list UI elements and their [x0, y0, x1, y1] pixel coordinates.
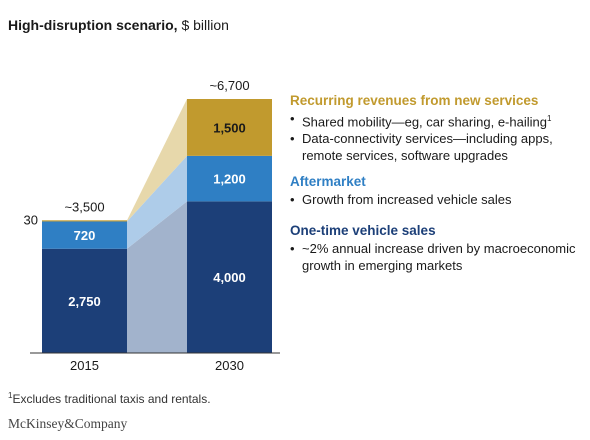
- bar-2015-series-2: [42, 220, 127, 222]
- legend-onetime-title: One-time vehicle sales: [290, 223, 436, 238]
- value-label-2015-series-0: 2,750: [68, 294, 101, 309]
- connector-2: [127, 99, 187, 222]
- chart-title-unit: $ billion: [181, 17, 229, 33]
- legend-aftermarket-item: Growth from increased vehicle sales: [290, 191, 580, 208]
- footnote-mark: 1: [546, 114, 552, 123]
- value-label-2015-series-1: 720: [74, 228, 96, 243]
- total-label-2015: ~3,500: [64, 199, 104, 214]
- bar-2030-series-1: [187, 155, 272, 202]
- stacked-bar-chart: 2,750 720 30 4,000 1,200 1,500 ~3,500 ~6,700 201…: [24, 78, 280, 373]
- legend-aftermarket: Aftermarket Growth from increased vehicl…: [290, 173, 580, 208]
- legend-recurring-revenues: Recurring revenues from new services Sha…: [290, 92, 580, 164]
- bar-2015-series-1: [42, 221, 127, 249]
- legend-recurring-title: Recurring revenues from new services: [290, 93, 539, 108]
- bar-2030-series-0: [187, 201, 272, 353]
- footnote: 1Excludes traditional taxis and rentals.: [8, 391, 211, 406]
- legend-recurring-item-text: Shared mobility—eg, car sharing, e-haili…: [302, 114, 547, 130]
- bar-2015-series-0: [42, 248, 127, 353]
- value-label-2015-series-2: 30: [24, 212, 38, 227]
- connector-0: [127, 201, 187, 353]
- legend-one-time-vehicle-sales: One-time vehicle sales ~2% annual increa…: [290, 222, 580, 274]
- legend-aftermarket-title: Aftermarket: [290, 174, 366, 189]
- bar-2030-series-2: [187, 99, 272, 156]
- legend-onetime-item: ~2% annual increase driven by macroecono…: [290, 240, 580, 274]
- x-tick-2030: 2030: [215, 358, 244, 373]
- connector-1: [127, 155, 187, 249]
- brand-logo: McKinsey&Company: [8, 416, 128, 431]
- value-label-2030-series-2: 1,500: [213, 120, 246, 135]
- footnote-mark: 1: [8, 391, 13, 400]
- legend-recurring-item-text: Data-connectivity services—including app…: [302, 131, 553, 164]
- legend-recurring-item-data-connectivity: Data-connectivity services—including app…: [290, 130, 580, 164]
- chart-title: High-disruption scenario, $ billion: [8, 17, 229, 33]
- chart-title-bold: High-disruption scenario,: [8, 17, 178, 33]
- legend-recurring-item-shared-mobility: Shared mobility—eg, car sharing, e-haili…: [290, 110, 580, 130]
- value-label-2030-series-1: 1,200: [213, 172, 246, 187]
- legend-onetime-item-text: ~2% annual increase driven by macroecono…: [302, 241, 576, 273]
- legend-aftermarket-item-text: Growth from increased vehicle sales: [302, 192, 512, 207]
- footnote-text: Excludes traditional taxis and rentals.: [12, 392, 211, 406]
- total-label-2030: ~6,700: [209, 78, 249, 93]
- x-tick-2015: 2015: [70, 358, 99, 373]
- value-label-2030-series-0: 4,000: [213, 270, 246, 285]
